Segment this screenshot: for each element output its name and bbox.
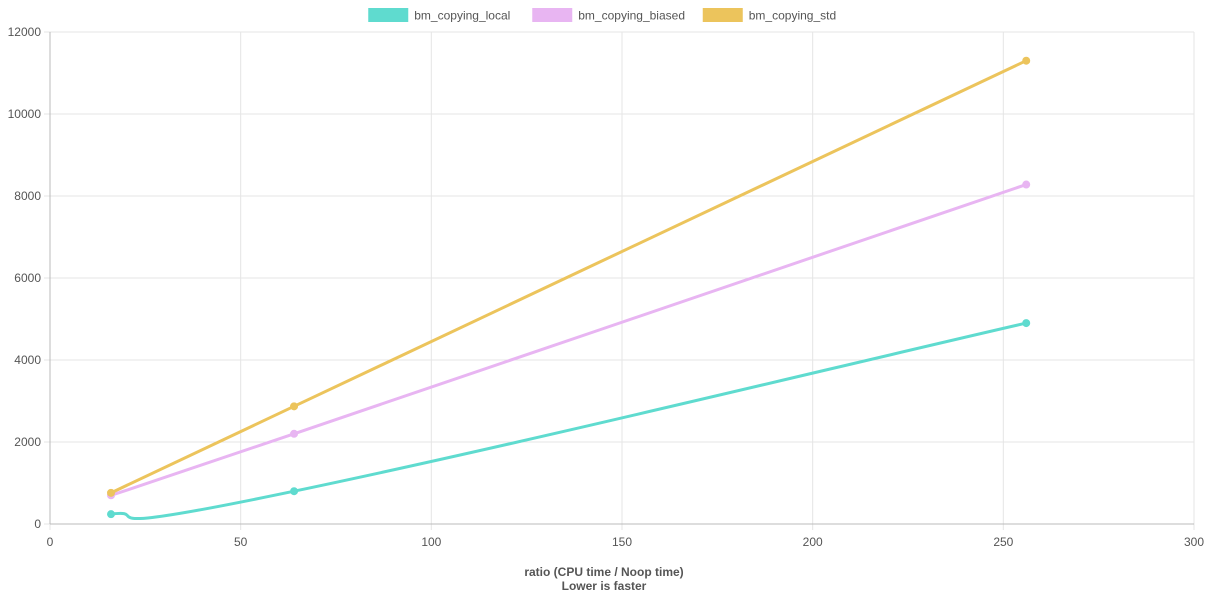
series-line xyxy=(110,321,1027,521)
series-bm_copying_std xyxy=(107,56,1031,497)
y-tick-label: 6000 xyxy=(14,271,41,285)
legend: bm_copying_local bm_copying_biased bm_copy… xyxy=(368,8,836,23)
data-point[interactable] xyxy=(1022,319,1031,328)
x-tick-label: 100 xyxy=(421,535,441,549)
legend-label: bm_copying_biased xyxy=(578,9,685,23)
x-tick-label: 0 xyxy=(47,535,54,549)
legend-label: bm_copying_std xyxy=(749,9,836,23)
series-bm_copying_biased xyxy=(107,180,1031,500)
data-point[interactable] xyxy=(290,402,299,411)
x-tick-label: 50 xyxy=(234,535,248,549)
legend-swatch xyxy=(368,8,409,22)
grid xyxy=(44,31,1195,530)
x-tick-label: 300 xyxy=(1184,535,1204,549)
data-point[interactable] xyxy=(1022,180,1031,189)
x-axis-subtitle: Lower is faster xyxy=(562,579,647,593)
data-point[interactable] xyxy=(290,429,299,438)
series xyxy=(107,56,1031,521)
x-tick-label: 200 xyxy=(803,535,823,549)
legend-item[interactable]: bm_copying_std xyxy=(702,8,836,23)
data-point[interactable] xyxy=(290,487,299,496)
y-tick-label: 2000 xyxy=(14,435,41,449)
y-tick-label: 12000 xyxy=(8,25,42,39)
data-point[interactable] xyxy=(1022,56,1031,65)
legend-label: bm_copying_local xyxy=(414,9,510,23)
x-axis-title: ratio (CPU time / Noop time) xyxy=(524,565,683,579)
legend-item[interactable]: bm_copying_biased xyxy=(532,8,685,23)
legend-swatch xyxy=(702,8,743,22)
x-tick-label: 250 xyxy=(993,535,1013,549)
y-tick-label: 4000 xyxy=(14,353,41,367)
series-line xyxy=(110,183,1027,497)
legend-item[interactable]: bm_copying_local xyxy=(368,8,510,23)
y-tick-labels: 0 2000 4000 6000 8000 10000 12000 xyxy=(8,25,42,531)
axes xyxy=(49,32,1194,525)
series-line xyxy=(110,59,1027,495)
y-tick-label: 8000 xyxy=(14,189,41,203)
data-point[interactable] xyxy=(107,510,116,519)
legend-swatch xyxy=(532,8,573,22)
y-tick-label: 10000 xyxy=(8,107,42,121)
data-point[interactable] xyxy=(107,488,116,497)
series-bm_copying_local xyxy=(107,319,1031,521)
x-tick-label: 150 xyxy=(612,535,632,549)
x-tick-labels: 0 50 100 150 200 250 300 xyxy=(47,535,1205,549)
y-tick-label: 0 xyxy=(34,517,41,531)
